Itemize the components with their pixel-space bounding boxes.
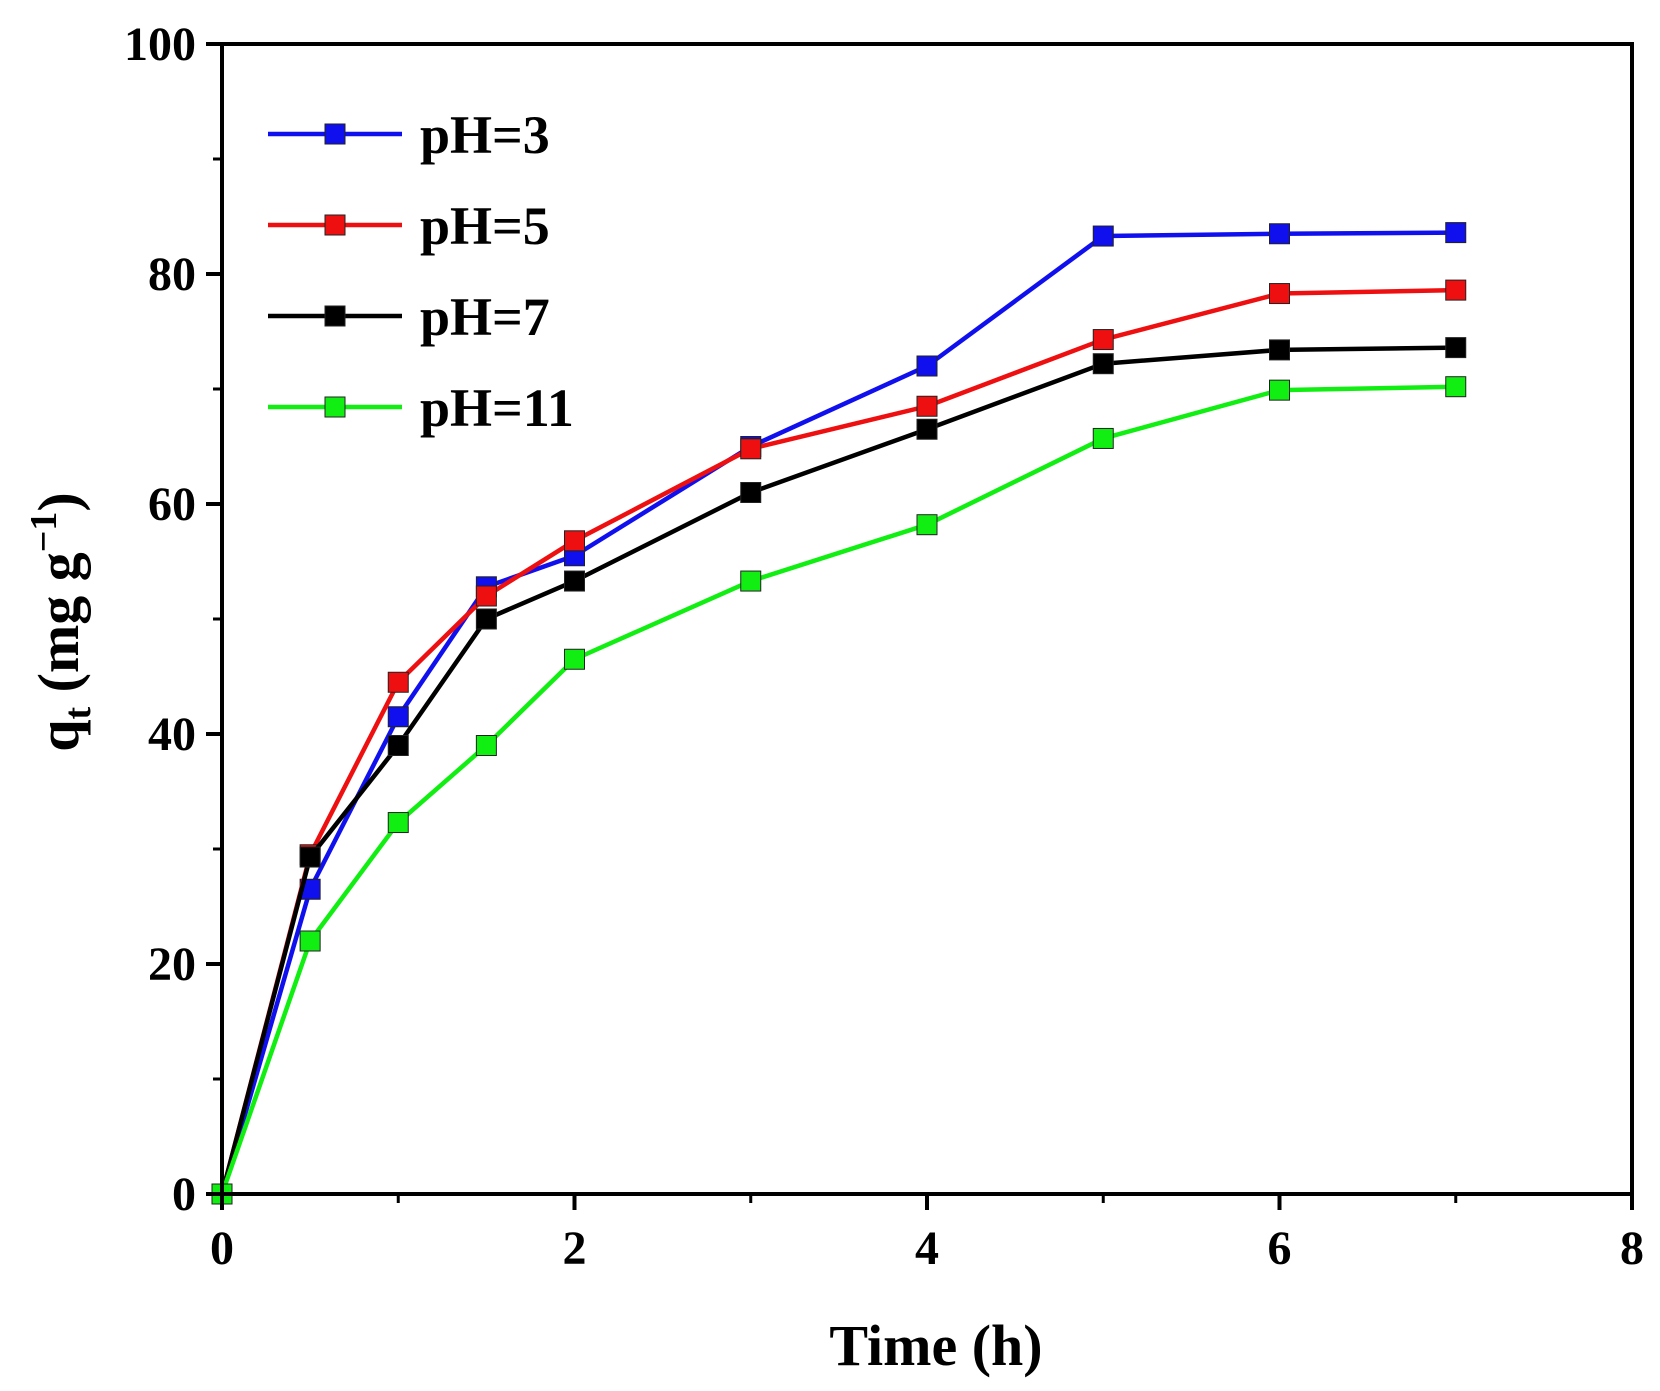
legend-entry: pH=11 [268,378,574,438]
data-point [1269,283,1290,305]
data-point [1269,223,1290,245]
data-point [564,530,585,552]
data-point [1092,427,1114,449]
legend-label: pH=3 [420,105,550,165]
data-point [1445,376,1467,398]
data-point [387,671,409,693]
series-ph-3 [211,222,1467,1205]
y-tick-label: 0 [172,1168,196,1221]
x-tick-label: 4 [915,1222,939,1275]
y-axis-title-subscript: t [57,707,99,720]
data-point [1269,379,1290,401]
data-point [475,735,497,756]
series-layer [211,222,1467,1205]
legend-label: pH=5 [420,196,550,256]
x-tick-label: 6 [1268,1222,1292,1275]
data-point [916,395,938,417]
y-tick-label: 100 [124,18,196,71]
legend-marker [324,305,346,327]
data-point [387,706,409,728]
series-line [219,384,1456,1195]
data-point [916,514,938,536]
data-point [299,846,321,868]
legend-marker [324,123,346,145]
data-point [475,608,497,630]
data-point [740,438,762,460]
legend-entry: pH=3 [268,105,550,165]
data-point [740,570,762,592]
series-line [219,345,1456,1195]
y-axis-title: qt (mg g−1) [23,492,99,752]
data-point [1092,353,1114,375]
series-line [219,287,1456,1195]
data-point [564,570,585,592]
legend-marker [324,396,346,418]
data-point [1269,339,1290,361]
y-tick-label: 40 [148,708,196,761]
data-point [1092,225,1114,247]
legend: pH=3 pH=5 pH=7 pH=11 [268,105,574,438]
legend-entry: pH=5 [268,196,550,256]
data-point [299,930,321,952]
data-point [1445,222,1467,244]
data-point [1092,329,1114,351]
y-axis-title-exponent: −1 [23,512,65,553]
legend-label: pH=11 [420,378,574,438]
legend-label: pH=7 [420,287,550,347]
data-point [1445,337,1467,359]
y-axis-title-units: (mg g [26,552,91,707]
data-point [387,812,409,834]
y-tick-label: 60 [148,478,196,531]
y-axis-title-main: q [26,720,91,752]
y-tick-label: 80 [148,248,196,301]
data-point [916,355,938,377]
data-point [740,482,762,503]
x-tick-label: 8 [1620,1222,1644,1275]
x-axis-title: Time (h) [829,1313,1042,1378]
data-point [387,735,409,756]
data-point [564,648,585,670]
data-point [916,418,938,440]
x-tick-label: 2 [563,1222,587,1275]
y-tick-label: 20 [148,938,196,991]
data-point [475,585,497,607]
legend-entry: pH=7 [268,287,550,347]
series-ph-7 [211,337,1467,1205]
y-axis-title-close: ) [26,492,91,511]
data-point [1445,279,1467,301]
x-tick-label: 0 [210,1222,234,1275]
legend-marker [324,214,346,236]
series-ph-11 [211,376,1467,1205]
